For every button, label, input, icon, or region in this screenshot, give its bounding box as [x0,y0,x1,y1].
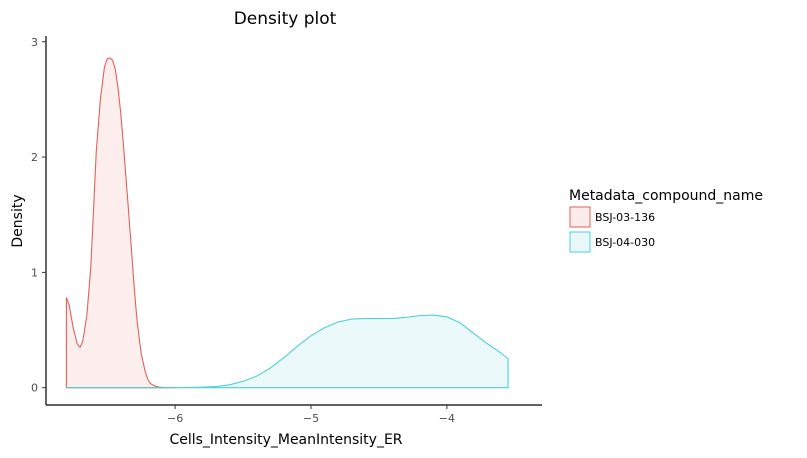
x-axis-ticks: −6 −5 −4 [167,405,455,425]
legend-label: BSJ-04-030 [595,236,655,249]
legend-swatch [569,206,591,228]
x-tick-label: −4 [439,412,455,425]
y-axis-ticks: 0 1 2 3 [31,36,46,395]
y-axis-title: Density [10,194,26,247]
y-tick-label: 2 [31,151,38,164]
density-series-1 [65,57,176,389]
legend-swatch [569,231,591,253]
x-tick-label: −5 [303,412,319,425]
legend: Metadata_compound_name BSJ-03-136 BSJ-04-… [569,188,763,253]
density-series-2 [65,314,509,389]
legend-title: Metadata_compound_name [569,188,763,204]
x-axis-title: Cells_Intensity_MeanIntensity_ER [169,432,402,448]
chart-title: Density plot [234,9,337,29]
y-tick-label: 1 [31,266,38,279]
x-tick-label: −6 [167,412,183,425]
y-tick-label: 3 [31,36,38,49]
legend-items: BSJ-03-136 BSJ-04-030 [569,206,655,253]
y-tick-label: 0 [31,382,38,395]
series-layer [65,57,509,389]
legend-label: BSJ-03-136 [595,211,655,224]
